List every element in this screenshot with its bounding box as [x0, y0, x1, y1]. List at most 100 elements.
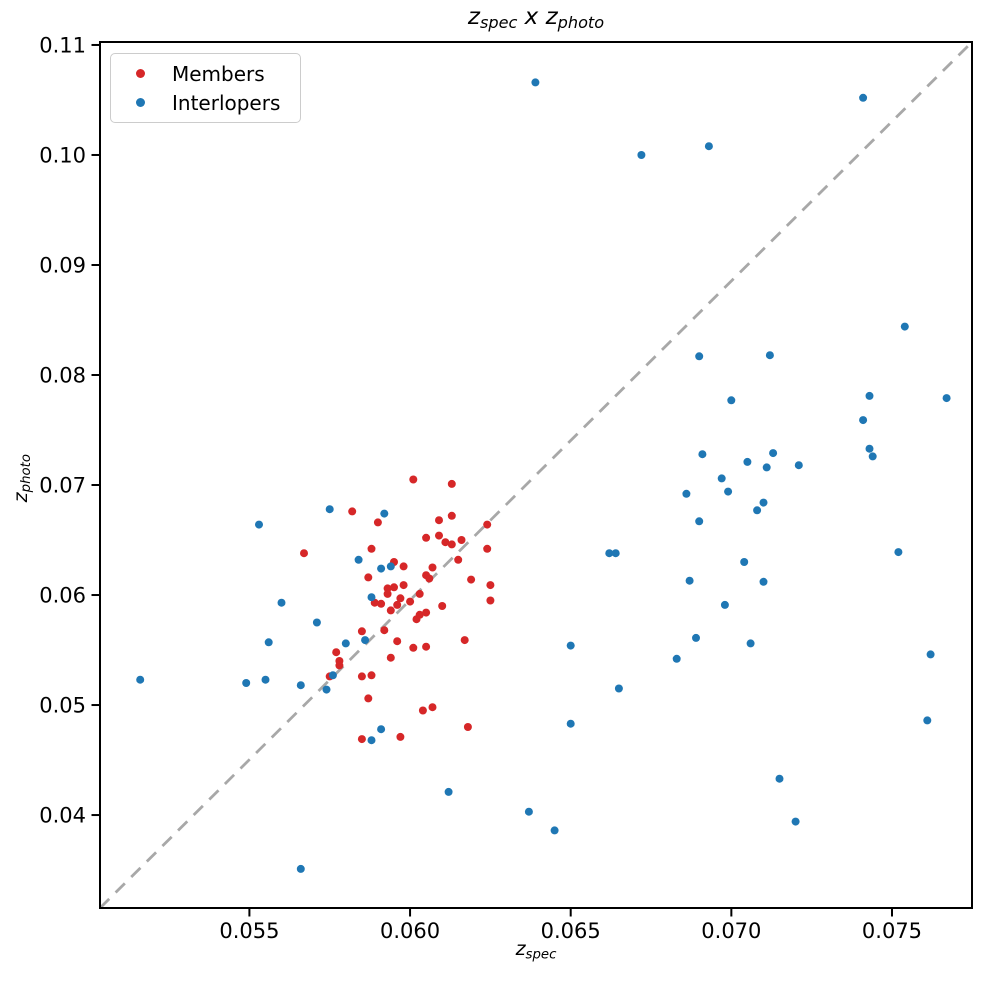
x-tick-label: 0.070 [701, 919, 761, 943]
interloper-point [136, 675, 145, 684]
interloper-point [762, 463, 771, 472]
interloper-point [322, 685, 331, 694]
interloper-point [900, 322, 909, 331]
member-point [373, 518, 382, 527]
member-point [357, 627, 366, 636]
member-point [377, 599, 386, 608]
member-point [386, 606, 395, 615]
member-point [386, 653, 395, 662]
interloper-point [444, 787, 453, 796]
member-point [393, 600, 402, 609]
interloper-point [717, 474, 726, 483]
interloper-point [720, 600, 729, 609]
interloper-point [312, 618, 321, 627]
interloper-point [894, 548, 903, 557]
interlopers-marker-icon [136, 98, 145, 107]
member-point [367, 671, 376, 680]
members-marker-icon [136, 69, 145, 78]
interloper-point [354, 555, 363, 564]
interloper-point [328, 671, 337, 680]
member-point [435, 516, 443, 525]
y-tick-label: 0.11 [39, 33, 86, 57]
interloper-point [685, 576, 694, 585]
y-tick-label: 0.10 [39, 143, 86, 167]
x-tick-label: 0.075 [862, 919, 922, 943]
member-point [441, 538, 450, 547]
member-point [422, 533, 431, 542]
member-point [425, 574, 434, 583]
member-point [412, 615, 421, 624]
interloper-point [380, 509, 389, 518]
interloper-point [264, 638, 273, 647]
interloper-point [566, 641, 575, 650]
member-point [422, 608, 431, 617]
y-tick-label: 0.08 [39, 364, 86, 388]
interloper-point [859, 93, 868, 102]
interloper-point [743, 457, 752, 466]
interloper-point [753, 506, 762, 515]
interloper-point [531, 78, 540, 87]
interloper-point [296, 864, 305, 873]
interloper-point [791, 817, 800, 826]
member-point [396, 594, 405, 603]
member-point [409, 475, 418, 484]
y-axis-label: zphoto [9, 453, 35, 503]
interloper-point [724, 487, 733, 496]
y-tick-label: 0.05 [39, 694, 86, 718]
interloper-point [255, 520, 263, 529]
member-point [463, 723, 472, 731]
member-point [380, 626, 389, 635]
interloper-point [377, 564, 386, 573]
legend-label-interlopers: Interlopers [172, 90, 281, 115]
member-point [399, 581, 408, 590]
member-point [438, 602, 447, 610]
interloper-point [367, 593, 376, 602]
member-point [415, 589, 424, 598]
interloper-point [695, 352, 704, 361]
interloper-point [566, 719, 575, 728]
member-point [383, 584, 392, 593]
interloper-point [769, 449, 778, 458]
interloper-point [242, 679, 251, 687]
y-tick-label: 0.04 [39, 804, 86, 828]
member-point [447, 511, 456, 520]
interloper-point [682, 489, 691, 498]
interloper-point [377, 725, 386, 734]
legend-box: Members Interlopers [110, 53, 302, 123]
y-tick-label: 0.06 [39, 584, 86, 608]
interloper-point [794, 461, 803, 470]
interloper-point [942, 394, 951, 403]
member-point [428, 563, 437, 572]
member-point [406, 597, 415, 606]
member-point [457, 536, 466, 544]
plot-border [99, 41, 973, 909]
interloper-point [868, 452, 877, 461]
interloper-point [692, 633, 700, 642]
interloper-point [704, 142, 713, 151]
member-point [486, 581, 495, 590]
interloper-point [524, 807, 533, 816]
interloper-point [367, 736, 376, 745]
interloper-point [926, 650, 935, 659]
x-axis-label: zspec [515, 938, 557, 963]
interloper-point [923, 716, 932, 725]
interloper-point [637, 151, 646, 159]
member-point [483, 520, 492, 529]
interloper-point [759, 498, 768, 507]
member-point [428, 703, 437, 712]
interloper-point [296, 681, 305, 690]
member-point [396, 732, 405, 741]
member-point [357, 672, 366, 681]
member-point [300, 549, 308, 558]
interloper-point [865, 391, 874, 400]
member-point [486, 596, 495, 605]
x-tick-label: 0.065 [541, 919, 601, 943]
interloper-point [698, 450, 707, 459]
legend-item-members: Members [111, 59, 280, 88]
interloper-point [740, 558, 749, 566]
interloper-point [759, 577, 768, 586]
member-point [390, 583, 398, 592]
interloper-point [605, 549, 614, 558]
x-tick-label: 0.055 [219, 919, 279, 943]
